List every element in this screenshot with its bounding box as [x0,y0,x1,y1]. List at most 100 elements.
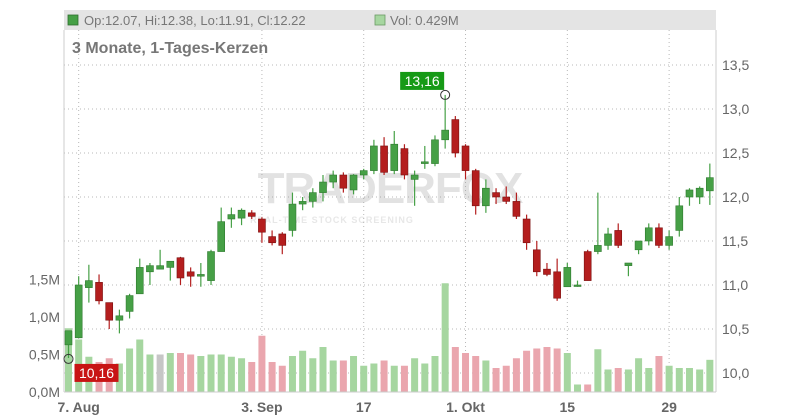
candle-body [74,284,83,339]
volume-bar [421,363,429,392]
candle-body [644,227,653,242]
volume-bar [574,384,581,392]
candle-body [614,230,623,246]
high-marker-circle [440,89,451,100]
low-marker-label: 10,16 [79,365,114,381]
volume-bar [685,368,693,392]
volume-bar [390,365,398,392]
volume-bar [309,358,317,392]
volume-tick-label: 0,5M [29,347,60,363]
high-marker-badge [400,71,445,90]
date-tick-label: 15 [560,399,576,415]
low-marker-circle [63,353,74,364]
candle-body [370,145,378,171]
volume-bar [614,368,622,392]
price-tick-label: 10,5 [722,321,749,337]
volume-bar [665,365,673,392]
date-tick-label: 1. Okt [446,399,485,415]
volume-bar [472,356,480,392]
candle-body [410,174,419,180]
candle-body [655,227,663,246]
candle-body [278,233,287,246]
watermark-brand: TRADERFOX [258,164,523,213]
volume-bar [431,356,439,392]
volume-tick-label: 1,0M [29,309,60,325]
volume-bar [166,353,174,392]
price-tick-label: 12,5 [722,145,749,161]
chart-subtitle: 3 Monate, 1-Tages-Kerzen [72,40,268,57]
date-tick-label: 17 [356,399,372,415]
volume-bar [512,358,520,392]
candle-body [268,236,276,244]
price-tick-label: 10,0 [722,365,749,381]
candle-body [675,205,684,231]
candle-body [380,145,388,173]
candle-body [217,221,225,252]
candle-body [482,187,490,207]
candle-body [390,143,399,171]
price-tick-label: 13,5 [722,57,749,73]
volume-bar [319,347,327,392]
volume-bar [675,368,683,392]
candle-body [227,214,236,220]
candle-body [309,192,317,202]
volume-bar [248,362,256,392]
price-tick-label: 11,0 [722,277,748,293]
volume-bar [451,347,459,392]
candle-body [502,196,511,202]
candle-body [543,268,551,275]
candle-body [329,174,337,183]
volume-bar [492,368,500,392]
volume-bar [156,354,164,392]
volume-bar [207,354,215,392]
candlesticks [64,94,714,359]
candle-body [247,212,256,217]
volume-bar [197,356,205,392]
candle-body [522,218,531,244]
volume-bar [278,365,286,392]
volume-bar [523,350,531,392]
volume-bar [176,353,184,392]
candle-body [186,271,195,277]
volume-bar [635,358,643,392]
volume-bar [65,328,72,392]
candle-body [685,189,694,198]
candle-body [573,284,582,287]
candle-body [298,201,307,205]
volume-bar [370,363,378,392]
header-bar [64,10,716,30]
candle-body [105,302,114,321]
volume-bar [258,335,266,392]
candle-body [166,260,175,268]
volume-bar [115,363,123,392]
candle-body [197,274,205,277]
volume-bar [136,339,144,392]
volume-bar [227,356,235,392]
extreme-markers: 13,16 10,16 [63,71,451,382]
volume-readout: Vol: 0.429M [390,13,459,28]
volume-legend-swatch [374,14,386,26]
volume-bar [441,283,449,392]
volume-bar [655,356,663,392]
candle-body [319,181,327,193]
volume-bar [645,368,653,392]
candle-body [359,170,368,176]
candle-body [695,187,704,198]
candle-body [237,209,246,219]
volume-bar [502,365,510,392]
volume-bar [533,348,541,392]
volume-bar [624,369,632,392]
date-tick-label: 3. Sep [241,399,282,415]
candle-body [532,249,541,273]
low-marker-badge [74,363,119,382]
price-tick-label: 12,0 [722,189,749,205]
volume-bar [380,360,388,392]
candle-body [706,177,714,192]
volume-bar [400,365,408,392]
candle-body [624,262,633,266]
volume-bar [238,358,246,392]
candle-body [492,192,500,198]
candle-body [461,145,470,171]
